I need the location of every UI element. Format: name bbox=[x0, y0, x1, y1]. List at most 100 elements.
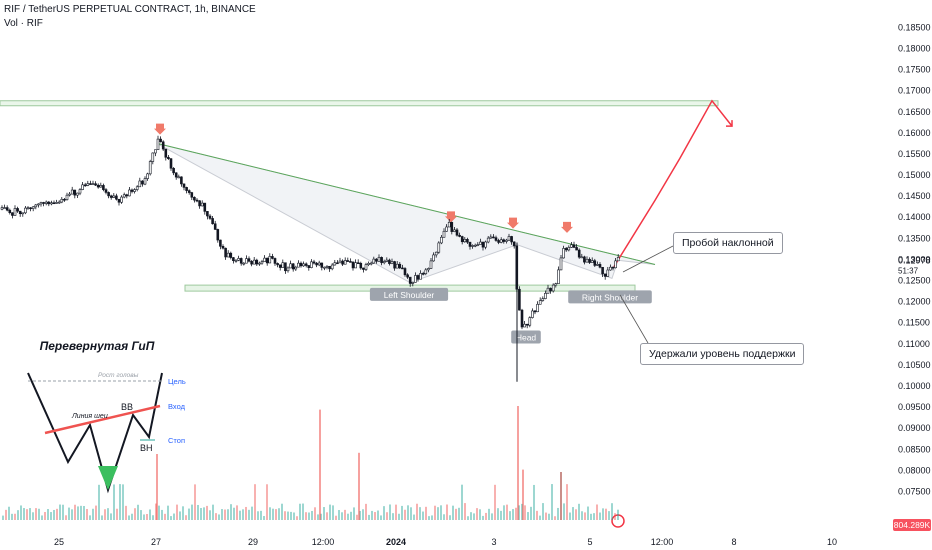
volume-bar bbox=[461, 484, 463, 520]
candle-up bbox=[364, 264, 368, 270]
volume-spike bbox=[560, 472, 562, 520]
candle-down bbox=[63, 198, 66, 201]
candle-up bbox=[484, 241, 487, 248]
candle-up bbox=[453, 229, 456, 232]
candle-up bbox=[471, 245, 474, 247]
price-tick: 0.14500 bbox=[898, 191, 931, 201]
volume-bar bbox=[569, 512, 571, 520]
candle-down bbox=[89, 183, 92, 185]
left-shoulder-label: Left Shoulder bbox=[384, 290, 435, 300]
volume-bar bbox=[317, 514, 319, 520]
volume-bar bbox=[173, 513, 175, 520]
price-tick: 0.17500 bbox=[898, 65, 931, 75]
candle-down bbox=[47, 201, 51, 205]
candle-up bbox=[536, 303, 539, 313]
volume-spike bbox=[522, 469, 524, 520]
volume-bar bbox=[110, 513, 112, 520]
candle-down bbox=[265, 257, 269, 264]
candle-up bbox=[544, 293, 547, 299]
volume-bar bbox=[128, 515, 130, 520]
candle-down bbox=[328, 265, 331, 270]
left-shoulder-label-bg bbox=[369, 287, 449, 301]
candle-down bbox=[351, 261, 355, 269]
candle-up bbox=[135, 186, 139, 190]
candle-down bbox=[159, 138, 162, 143]
candle-up bbox=[289, 263, 292, 269]
candle-down bbox=[96, 184, 100, 188]
candle-down bbox=[232, 257, 235, 262]
volume-bar bbox=[563, 503, 565, 520]
candle-up bbox=[437, 242, 441, 253]
support-callout[interactable]: Удержали уровень поддержки bbox=[640, 343, 805, 365]
candle-down bbox=[349, 261, 352, 263]
inset-target-label: Цель bbox=[168, 377, 186, 386]
volume-bar bbox=[287, 511, 289, 520]
volume-bar bbox=[5, 509, 7, 520]
volume-bar bbox=[32, 512, 34, 520]
candle-down bbox=[299, 262, 303, 267]
breakout-callout[interactable]: Пробой наклонной bbox=[673, 232, 783, 254]
volume-bar bbox=[527, 512, 529, 520]
candle-down bbox=[117, 198, 121, 203]
candle-up bbox=[476, 244, 480, 246]
volume-bar bbox=[92, 508, 94, 520]
volume-bar bbox=[398, 513, 400, 520]
candle-down bbox=[169, 158, 173, 169]
volume-bar bbox=[431, 515, 433, 520]
peak-arrow-icon bbox=[561, 221, 573, 233]
volume-bar bbox=[467, 516, 469, 520]
pattern-area bbox=[156, 142, 656, 284]
inset-neckline-label: Линия шеи bbox=[71, 413, 108, 420]
price-tick: 0.11000 bbox=[898, 339, 930, 349]
volume-bar bbox=[530, 506, 532, 520]
volume-spike bbox=[358, 452, 360, 520]
volume-bar bbox=[452, 505, 454, 520]
volume-bar bbox=[380, 515, 382, 520]
candle-down bbox=[406, 274, 409, 278]
volume-bar bbox=[416, 503, 418, 520]
volume-bar bbox=[236, 505, 238, 520]
candle-down bbox=[380, 257, 383, 264]
projection-arrowhead bbox=[726, 120, 733, 127]
candle-down bbox=[359, 263, 363, 269]
volume-bar bbox=[584, 512, 586, 520]
candle-down bbox=[375, 258, 378, 262]
right-shoulder-label-bg bbox=[568, 290, 652, 304]
volume-bar bbox=[377, 510, 379, 520]
candle-down bbox=[206, 211, 209, 217]
volume-bar bbox=[494, 484, 496, 520]
candle-down bbox=[107, 192, 110, 197]
time-tick: 25 bbox=[54, 537, 64, 547]
candle-down bbox=[125, 194, 129, 197]
volume-bar bbox=[8, 506, 10, 520]
candle-up bbox=[616, 257, 620, 262]
candle-down bbox=[221, 246, 225, 249]
candle-up bbox=[419, 273, 422, 280]
candle-up bbox=[338, 260, 342, 264]
candle-up bbox=[432, 254, 435, 262]
candle-up bbox=[234, 260, 238, 262]
current-price: 0.12978 bbox=[898, 255, 931, 265]
candle-down bbox=[416, 275, 420, 280]
candle-up bbox=[385, 259, 389, 262]
volume-bar bbox=[458, 507, 460, 520]
volume-bar bbox=[98, 484, 100, 520]
volume-bar bbox=[65, 515, 67, 520]
candle-up bbox=[297, 262, 300, 268]
candle-down bbox=[421, 273, 425, 275]
head-label-bg bbox=[511, 330, 541, 344]
candle-up bbox=[489, 236, 493, 239]
candle-up bbox=[323, 266, 326, 269]
candle-up bbox=[200, 202, 204, 207]
price-tick: 0.11500 bbox=[898, 318, 930, 328]
volume-bar bbox=[593, 513, 595, 520]
candle-up bbox=[148, 161, 152, 175]
candle-up bbox=[268, 256, 272, 264]
candle-down bbox=[492, 236, 495, 239]
candle-up bbox=[317, 262, 321, 266]
candle-up bbox=[559, 257, 563, 271]
volume-bar bbox=[605, 508, 607, 520]
candle-up bbox=[546, 287, 550, 294]
drawing-lines: Left Shoulder Head Right Shoulder bbox=[0, 99, 733, 528]
